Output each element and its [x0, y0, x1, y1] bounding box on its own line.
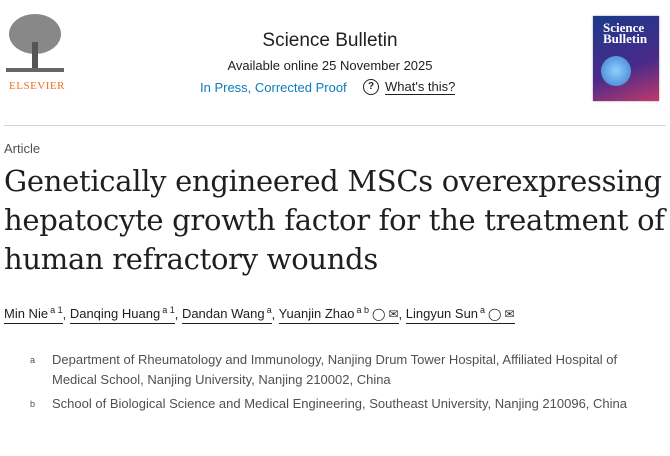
affiliation: a Department of Rheumatology and Immunolo…	[30, 350, 650, 390]
article-type: Article	[4, 141, 41, 156]
elsevier-logo[interactable]: ELSEVIER	[4, 12, 66, 92]
author-name: Min Nie	[4, 306, 49, 322]
publisher-name: ELSEVIER	[9, 80, 65, 92]
author-sup: a 1	[162, 305, 175, 315]
affiliation-label: a	[30, 355, 36, 365]
whats-this-label: What's this?	[385, 79, 456, 95]
author-list: Min Nie a 1, Danqing Huang a 1, Dandan Wan…	[4, 305, 515, 325]
tree-icon	[6, 14, 64, 72]
author-name: Dandan Wang	[181, 306, 265, 322]
affiliation-text: Department of Rheumatology and Immunolog…	[52, 352, 618, 387]
affiliation-label: b	[30, 399, 36, 409]
available-date: Available online 25 November 2025	[227, 58, 433, 73]
whats-this-button[interactable]: ? What's this?	[363, 79, 456, 95]
journal-cover[interactable]: Science Bulletin	[593, 16, 659, 101]
affiliation-text: School of Biological Science and Medical…	[52, 396, 627, 411]
affiliations: a Department of Rheumatology and Immunolo…	[30, 350, 650, 418]
author-sup: a	[480, 305, 486, 315]
article-title: Genetically engineered MSCs overexpressi…	[4, 164, 665, 276]
author-name: Danqing Huang	[69, 306, 161, 322]
person-icon: ◯	[488, 307, 502, 322]
affiliation: b School of Biological Science and Medica…	[30, 394, 650, 414]
author-name: Lingyun Sun	[405, 306, 479, 322]
mail-icon: ✉	[504, 307, 515, 322]
author-link[interactable]: Danqing Huang a 1	[69, 305, 175, 325]
author-sup: a b	[356, 305, 370, 315]
author-link[interactable]: Min Nie a 1	[4, 305, 63, 325]
cover-title: Science Bulletin	[603, 20, 648, 46]
article-status-link[interactable]: In Press, Corrected Proof	[200, 80, 347, 95]
author-sup: a	[266, 305, 272, 315]
author-name: Yuanjin Zhao	[278, 306, 355, 322]
author-sup: a 1	[50, 305, 63, 315]
cover-image	[601, 56, 631, 86]
author-link[interactable]: Lingyun Sun a ◯ ✉	[405, 305, 515, 325]
journal-title[interactable]: Science Bulletin	[262, 30, 398, 51]
author-link[interactable]: Dandan Wang a	[181, 305, 272, 325]
person-icon: ◯	[372, 307, 386, 322]
help-icon: ?	[363, 79, 379, 95]
divider	[4, 125, 666, 126]
author-link[interactable]: Yuanjin Zhao a b ◯ ✉	[278, 305, 399, 325]
mail-icon: ✉	[388, 307, 399, 322]
